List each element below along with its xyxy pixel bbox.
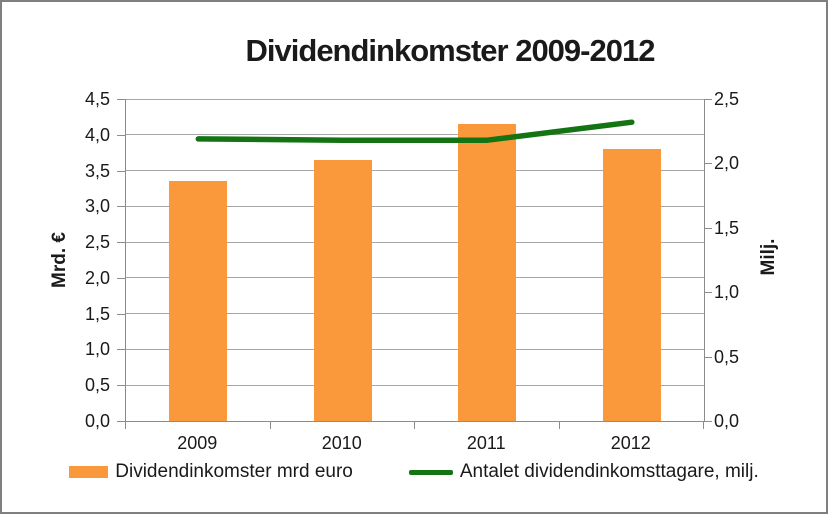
gridline	[126, 98, 704, 100]
right-axis-tick-label: 0,0	[714, 411, 740, 431]
left-axis-tick-label: 1,0	[84, 339, 110, 360]
legend-label: Antalet dividendinkomsttagare, milj.	[459, 461, 759, 482]
right-axis-tick	[704, 292, 712, 294]
left-axis-tick-label: 2,0	[84, 267, 110, 288]
left-axis-tick-label: 1,5	[84, 303, 110, 324]
legend-bar-swatch	[69, 466, 109, 478]
bar-2011[interactable]	[458, 124, 517, 421]
x-axis-tick	[703, 421, 704, 429]
x-axis-tick	[414, 421, 415, 429]
right-axis-tick-label: 2,0	[714, 153, 740, 174]
left-axis-tick	[117, 170, 125, 172]
x-axis-tick	[558, 421, 560, 429]
bar-2012[interactable]	[602, 149, 661, 421]
right-axis-tick	[704, 421, 712, 422]
gridline	[126, 205, 704, 207]
left-axis-tick-label: 3,5	[84, 160, 110, 181]
x-axis-category-label: 2009	[177, 433, 218, 453]
gridline	[126, 170, 704, 172]
left-axis-tick	[117, 99, 125, 100]
x-axis-category-label: 2011	[466, 433, 506, 453]
legend-entry-line[interactable]: Antalet dividendinkomsttagare, milj.	[408, 461, 759, 483]
left-axis-tick	[117, 349, 125, 351]
left-axis-tick	[117, 313, 125, 315]
gridline	[126, 277, 704, 279]
legend-entry-bar[interactable]: Dividendinkomster mrd euro	[69, 461, 353, 483]
x-axis-category-label: 2010	[321, 433, 362, 453]
x-axis-category-label: 2012	[610, 433, 651, 453]
line-series-svg	[195, 119, 635, 143]
legend-line-swatch	[408, 469, 453, 475]
right-axis-tick-label: 1,5	[714, 217, 740, 238]
gridline	[126, 384, 704, 386]
x-axis-tick	[269, 421, 271, 429]
right-axis-tick	[704, 356, 712, 358]
x-axis-tick	[125, 421, 126, 429]
bar-2010[interactable]	[313, 159, 372, 421]
left-axis-tick-label: 4,5	[84, 89, 110, 109]
chart-title: Dividendinkomster 2009-2012	[245, 33, 656, 68]
gridline	[126, 134, 704, 136]
left-axis-tick	[117, 242, 125, 244]
left-axis-tick	[117, 206, 125, 208]
left-axis-tick-label: 0,0	[84, 411, 110, 431]
left-axis-tick	[117, 277, 125, 279]
right-axis-tick-label: 2,5	[714, 89, 740, 109]
right-axis-tick	[704, 227, 712, 229]
right-axis-tick-label: 0,5	[714, 346, 740, 367]
left-axis-tick-label: 3,0	[84, 196, 110, 217]
plot-area	[125, 98, 705, 422]
bar-2009[interactable]	[169, 181, 228, 421]
left-axis-tick-label: 4,0	[84, 124, 110, 145]
left-axis-tick	[117, 421, 125, 422]
right-axis-tick-label: 1,0	[714, 282, 740, 303]
gridline	[126, 241, 704, 243]
gridline	[126, 348, 704, 350]
legend: Dividendinkomster mrd euro Antalet divide…	[0, 461, 828, 483]
left-axis-tick	[117, 385, 125, 387]
right-axis-tick	[704, 163, 712, 165]
line-series[interactable]	[195, 119, 635, 143]
left-axis-tick	[117, 134, 125, 136]
left-axis-tick-label: 0,5	[84, 375, 110, 396]
legend-label: Dividendinkomster mrd euro	[115, 461, 353, 482]
right-axis-tick	[704, 99, 712, 100]
gridline	[126, 313, 704, 315]
left-axis-tick-label: 2,5	[84, 232, 110, 253]
